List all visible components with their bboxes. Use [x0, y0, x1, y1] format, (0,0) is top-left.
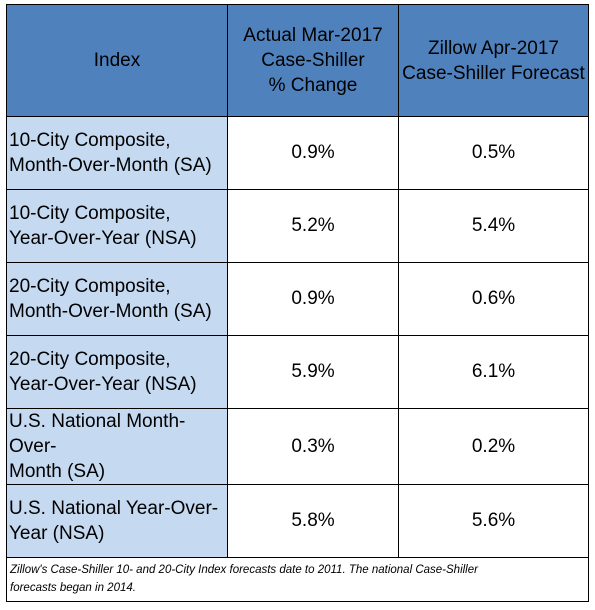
header-actual-line: % Change — [268, 75, 358, 96]
footnote-line: forecasts began in 2014. — [10, 582, 136, 594]
index-line: U.S. National Year-Over- — [9, 498, 219, 519]
header-actual-line: Case-Shiller — [261, 50, 365, 71]
index-cell: 20-City Composite, Month-Over-Month (SA) — [6, 262, 228, 336]
index-line: Month-Over-Month (SA) — [9, 301, 212, 322]
header-actual: Actual Mar-2017 Case-Shiller % Change — [227, 4, 399, 117]
index-line: Year-Over-Year (NSA) — [9, 228, 197, 249]
actual-value: 5.2% — [227, 189, 399, 263]
index-cell: 10-City Composite, Year-Over-Year (NSA) — [6, 189, 228, 263]
forecast-value: 5.4% — [398, 189, 589, 263]
index-line: Year-Over-Year (NSA) — [9, 374, 197, 395]
table-row: 20-City Composite, Year-Over-Year (NSA) … — [6, 335, 589, 409]
table-row: 20-City Composite, Month-Over-Month (SA)… — [6, 262, 589, 336]
index-line: Year (NSA) — [9, 523, 105, 544]
table-row: U.S. National Year-Over- Year (NSA) 5.8%… — [6, 484, 589, 558]
forecast-value: 5.6% — [398, 484, 589, 558]
index-cell: U.S. National Year-Over- Year (NSA) — [6, 484, 228, 558]
header-index-label: Index — [93, 50, 141, 71]
index-line: Month (SA) — [9, 461, 106, 482]
index-cell: 20-City Composite, Year-Over-Year (NSA) — [6, 335, 228, 409]
header-forecast: Zillow Apr-2017 Case-Shiller Forecast — [398, 4, 589, 117]
index-cell: U.S. National Month-Over- Month (SA) — [6, 408, 228, 485]
forecast-value: 0.6% — [398, 262, 589, 336]
index-line: 20-City Composite, — [9, 349, 171, 370]
header-row: Index Actual Mar-2017 Case-Shiller % Cha… — [6, 4, 589, 117]
actual-value: 0.9% — [227, 262, 399, 336]
footnote-row: Zillow's Case-Shiller 10- and 20-City In… — [6, 557, 589, 602]
index-line: 10-City Composite, — [9, 203, 171, 224]
forecast-value: 0.2% — [398, 408, 589, 485]
forecast-value: 0.5% — [398, 116, 589, 190]
footnote-line: Zillow's Case-Shiller 10- and 20-City In… — [10, 564, 478, 576]
index-line: U.S. National Month-Over- — [9, 411, 186, 457]
index-line: Month-Over-Month (SA) — [9, 155, 212, 176]
forecast-value: 6.1% — [398, 335, 589, 409]
actual-value: 0.3% — [227, 408, 399, 485]
footnote: Zillow's Case-Shiller 10- and 20-City In… — [6, 557, 589, 602]
table-row: 10-City Composite, Year-Over-Year (NSA) … — [6, 189, 589, 263]
index-cell: 10-City Composite, Month-Over-Month (SA) — [6, 116, 228, 190]
index-line: 20-City Composite, — [9, 276, 171, 297]
actual-value: 5.8% — [227, 484, 399, 558]
header-actual-line: Actual Mar-2017 — [243, 25, 383, 46]
header-forecast-line: Zillow Apr-2017 — [428, 37, 559, 59]
actual-value: 5.9% — [227, 335, 399, 409]
table-row: 10-City Composite, Month-Over-Month (SA)… — [6, 116, 589, 190]
actual-value: 0.9% — [227, 116, 399, 190]
index-line: 10-City Composite, — [9, 130, 171, 151]
header-forecast-line: Case-Shiller Forecast — [402, 62, 585, 84]
header-index: Index — [6, 4, 228, 117]
forecast-table: Index Actual Mar-2017 Case-Shiller % Cha… — [6, 4, 589, 602]
table-row: U.S. National Month-Over- Month (SA) 0.3… — [6, 408, 589, 485]
